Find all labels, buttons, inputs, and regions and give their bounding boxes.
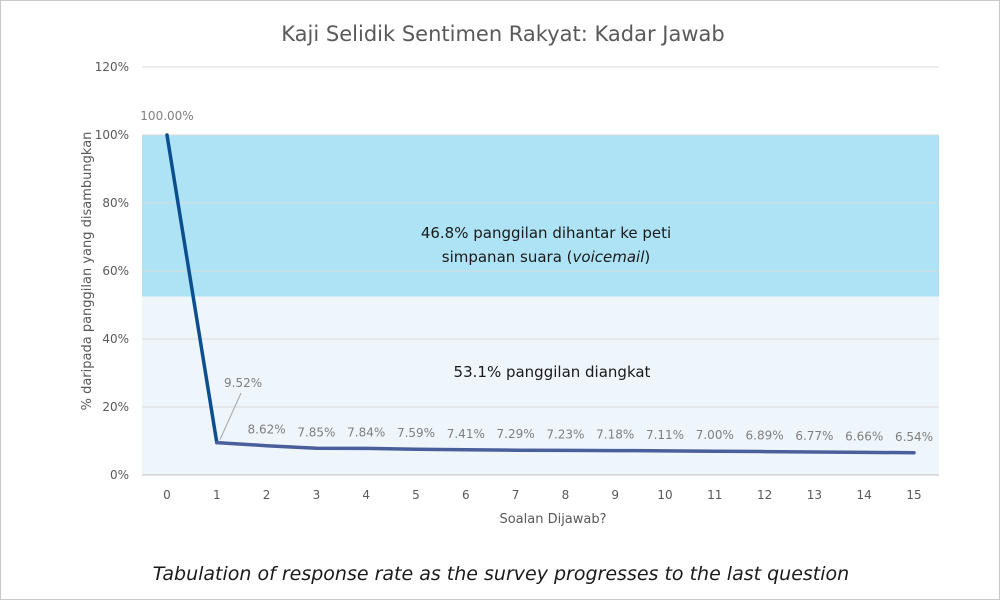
series-line — [215, 440, 916, 455]
band-0 — [142, 135, 939, 297]
x-tick-label: 11 — [707, 488, 722, 502]
x-tick-label: 4 — [362, 488, 370, 502]
x-axis-label: Soalan Dijawab? — [499, 512, 606, 527]
band-annotation: simpanan suara (voicemail) — [442, 248, 650, 266]
x-tick-label: 10 — [657, 488, 672, 502]
x-tick-label: 3 — [313, 488, 321, 502]
data-label: 7.59% — [397, 426, 435, 440]
data-label: 6.54% — [895, 430, 933, 444]
data-label: 7.00% — [696, 428, 734, 442]
x-tick-label: 8 — [562, 488, 570, 502]
data-label: 7.23% — [546, 427, 584, 441]
x-tick-label: 1 — [213, 488, 221, 502]
data-label: 6.66% — [845, 429, 883, 443]
data-label: 100.00% — [140, 109, 193, 123]
x-tick-label: 2 — [263, 488, 271, 502]
leader-line — [219, 392, 242, 440]
x-tick-label: 7 — [512, 488, 520, 502]
data-label: 9.52% — [224, 376, 262, 390]
y-tick-label: 60% — [102, 264, 129, 278]
line-chart: Kaji Selidik Sentimen Rakyat: Kadar Jawa… — [80, 22, 939, 527]
figure-caption: Tabulation of response rate as the surve… — [152, 563, 850, 585]
data-label: 7.29% — [497, 427, 535, 441]
band-annotation: 46.8% panggilan dihantar ke peti — [421, 224, 671, 242]
x-tick-label: 9 — [611, 488, 619, 502]
band-annotation: 53.1% panggilan diangkat — [454, 363, 651, 381]
y-tick-label: 20% — [102, 400, 129, 414]
y-tick-label: 80% — [102, 196, 129, 210]
x-tick-label: 12 — [757, 488, 772, 502]
data-label: 7.11% — [646, 428, 684, 442]
y-tick-label: 40% — [102, 332, 129, 346]
data-label: 6.77% — [795, 429, 833, 443]
x-tick-label: 13 — [807, 488, 822, 502]
data-label: 8.62% — [248, 423, 286, 437]
y-tick-label: 100% — [95, 128, 129, 142]
x-axis-ticks: 0 1 2 3 4 5 6 7 8 9 10 11 12 13 14 15 — [163, 488, 921, 502]
data-label: 7.84% — [347, 425, 385, 439]
data-label: 6.89% — [746, 429, 784, 443]
x-tick-label: 0 — [163, 488, 171, 502]
y-axis-ticks: 0% 20% 40% 60% 80% 100% 120% — [95, 60, 129, 482]
x-tick-label: 5 — [412, 488, 420, 502]
data-labels: 100.00% 9.52% 8.62% 7.85% 7.84% 7.59% 7.41% 7.2… — [140, 109, 933, 444]
x-tick-label: 14 — [857, 488, 872, 502]
series-segment — [165, 133, 219, 445]
x-tick-label: 6 — [462, 488, 470, 502]
band-annotations: 46.8% panggilan dihantar ke peti simpanan… — [421, 224, 671, 381]
data-label: 7.85% — [297, 425, 335, 439]
y-axis-label: % daripada panggilan yang disambungkan — [80, 132, 95, 411]
data-label: 7.18% — [596, 428, 634, 442]
chart-title: Kaji Selidik Sentimen Rakyat: Kadar Jawa… — [281, 22, 724, 46]
y-tick-label: 0% — [110, 468, 129, 482]
y-tick-label: 120% — [95, 60, 129, 74]
series-line — [165, 133, 916, 455]
x-tick-label: 15 — [906, 488, 921, 502]
band-layer — [142, 135, 939, 475]
data-label: 7.41% — [447, 427, 485, 441]
grid-layer — [142, 66, 939, 476]
